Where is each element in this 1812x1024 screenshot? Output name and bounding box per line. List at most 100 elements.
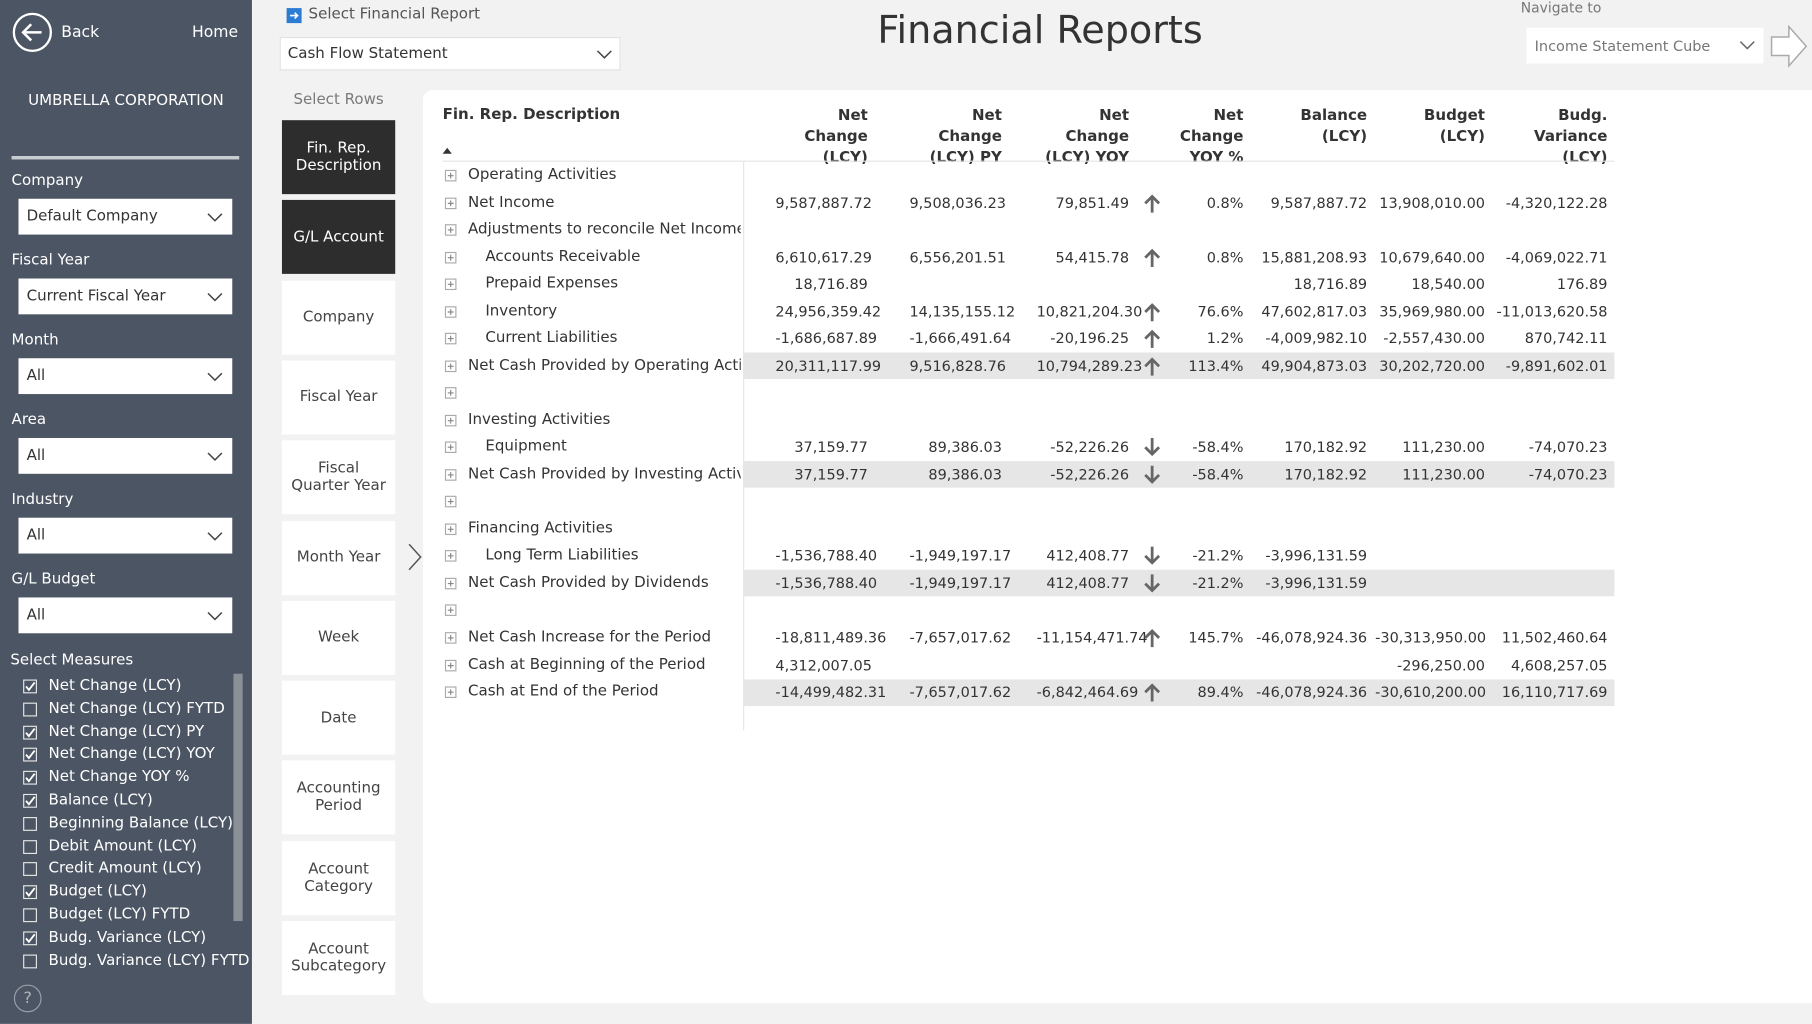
- row-field-button[interactable]: Fiscal Quarter Year: [281, 440, 396, 515]
- measure-checkbox[interactable]: [23, 954, 37, 968]
- total-row-highlight: [743, 678, 1615, 706]
- expand-toggle[interactable]: [444, 305, 457, 318]
- cell-value: -46,078,924.36: [1256, 628, 1368, 646]
- cell-value: -58.4%: [1192, 465, 1244, 483]
- measure-label[interactable]: Debit Amount (LCY): [48, 837, 198, 855]
- back-button[interactable]: [12, 12, 53, 53]
- filter-value[interactable]: Default Company: [26, 208, 158, 226]
- row-description: Net Cash Provided by Dividends: [468, 574, 709, 592]
- row-field-button[interactable]: Week: [281, 600, 396, 675]
- row-field-button[interactable]: Fin. Rep. Description: [281, 120, 396, 195]
- row-field-button[interactable]: Account Category: [281, 840, 396, 915]
- cell-value: -58.4%: [1192, 438, 1244, 456]
- filter-value[interactable]: All: [26, 447, 46, 465]
- filter-label: Month: [11, 331, 59, 349]
- expand-toggle[interactable]: [444, 197, 457, 209]
- measure-label[interactable]: Net Change (LCY) FYTD: [48, 700, 225, 718]
- cell-value: 9,587,887.72: [1270, 193, 1368, 211]
- filter-value[interactable]: Current Fiscal Year: [26, 287, 166, 306]
- expand-toggle[interactable]: [444, 224, 457, 236]
- report-dropdown[interactable]: [279, 36, 621, 71]
- navigate-label: Navigate to: [1520, 0, 1602, 17]
- row-description: Net Cash Provided by Investing Activit..…: [468, 465, 741, 483]
- measure-label[interactable]: Net Change YOY %: [48, 768, 190, 787]
- measure-label[interactable]: Beginning Balance (LCY): [48, 814, 234, 832]
- expand-toggle[interactable]: [444, 577, 457, 590]
- filter-dropdown[interactable]: [18, 198, 233, 235]
- expand-toggle[interactable]: [444, 468, 457, 481]
- expand-toggle[interactable]: [444, 686, 457, 699]
- filter-value[interactable]: All: [26, 367, 46, 385]
- sort-indicator[interactable]: [442, 147, 452, 154]
- trend-arrow: [1144, 329, 1161, 349]
- measure-checkbox[interactable]: [23, 816, 37, 831]
- row-field-button[interactable]: Company: [281, 280, 396, 355]
- cell-value: -30,313,950.00: [1375, 628, 1487, 646]
- measure-checkbox[interactable]: [23, 793, 37, 808]
- filter-dropdown[interactable]: [18, 358, 233, 395]
- expand-toggle[interactable]: [444, 387, 457, 399]
- filter-dropdown[interactable]: [18, 517, 233, 554]
- dropdown-chevron: [207, 213, 223, 222]
- expand-toggle[interactable]: [444, 169, 457, 182]
- measure-checkbox[interactable]: [23, 839, 37, 854]
- filter-dropdown[interactable]: [18, 597, 233, 634]
- report-value[interactable]: Cash Flow Statement: [287, 45, 448, 63]
- measure-label[interactable]: Budg. Variance (LCY): [48, 928, 207, 947]
- measure-label[interactable]: Balance (LCY): [48, 791, 153, 809]
- expand-toggle[interactable]: [444, 496, 457, 508]
- filter-value[interactable]: All: [26, 606, 46, 625]
- row-field-button[interactable]: Fiscal Year: [281, 360, 396, 435]
- cell-value: 9,587,887.72: [775, 193, 872, 211]
- cell-value: 6,556,201.51: [909, 247, 1006, 266]
- row-description: Net Cash Increase for the Period: [468, 628, 712, 646]
- measure-checkbox[interactable]: [23, 748, 37, 762]
- measure-label[interactable]: Net Change (LCY): [48, 677, 182, 695]
- expand-toggle[interactable]: [444, 632, 457, 644]
- filter-dropdown[interactable]: [18, 437, 233, 474]
- navigate-arrow[interactable]: [1770, 24, 1808, 68]
- expand-panel-chevron[interactable]: [408, 543, 422, 571]
- row-field-button[interactable]: G/L Account: [281, 200, 396, 275]
- filter-value[interactable]: All: [26, 526, 46, 545]
- measure-label[interactable]: Budget (LCY): [48, 883, 147, 901]
- row-description: Net Income: [468, 193, 555, 211]
- measure-checkbox[interactable]: [23, 725, 37, 740]
- help-button[interactable]: ?: [13, 984, 42, 1013]
- measure-checkbox[interactable]: [23, 931, 37, 946]
- report-icon: [286, 8, 302, 24]
- home-button[interactable]: Home: [191, 23, 239, 42]
- expand-toggle[interactable]: [444, 333, 457, 345]
- navigate-dropdown[interactable]: [1526, 27, 1764, 64]
- expand-toggle[interactable]: [444, 550, 457, 563]
- navigate-value[interactable]: Income Statement Cube: [1534, 36, 1711, 55]
- row-field-button[interactable]: Month Year: [281, 520, 396, 595]
- measure-label[interactable]: Budget (LCY) FYTD: [48, 905, 191, 924]
- measure-checkbox[interactable]: [23, 908, 37, 923]
- measure-checkbox[interactable]: [23, 679, 37, 694]
- measure-label[interactable]: Budg. Variance (LCY) FYTD: [48, 951, 250, 970]
- measure-label[interactable]: Net Change (LCY) YOY: [48, 745, 215, 764]
- expand-toggle[interactable]: [444, 251, 457, 263]
- expand-toggle[interactable]: [444, 360, 457, 372]
- measure-checkbox[interactable]: [23, 771, 37, 785]
- expand-toggle[interactable]: [444, 414, 457, 427]
- cell-value: 4,312,007.05: [775, 655, 872, 674]
- expand-toggle[interactable]: [444, 659, 457, 671]
- measure-checkbox[interactable]: [23, 885, 37, 900]
- row-field-button[interactable]: Accounting Period: [281, 760, 396, 835]
- expand-toggle[interactable]: [444, 604, 457, 617]
- row-field-button[interactable]: Date: [281, 680, 396, 755]
- filter-dropdown[interactable]: [18, 278, 233, 315]
- expand-toggle[interactable]: [444, 278, 457, 291]
- back-label[interactable]: Back: [61, 23, 100, 42]
- check-mark: [25, 796, 36, 806]
- expand-toggle[interactable]: [444, 523, 457, 535]
- measure-checkbox[interactable]: [23, 702, 37, 717]
- measure-label[interactable]: Net Change (LCY) PY: [48, 722, 205, 741]
- expand-toggle[interactable]: [444, 441, 457, 454]
- measure-checkbox[interactable]: [23, 862, 37, 877]
- cell-value: -20,196.25: [1050, 329, 1130, 347]
- measure-label[interactable]: Credit Amount (LCY): [48, 860, 202, 878]
- row-field-button[interactable]: Account Subcategory: [281, 921, 396, 995]
